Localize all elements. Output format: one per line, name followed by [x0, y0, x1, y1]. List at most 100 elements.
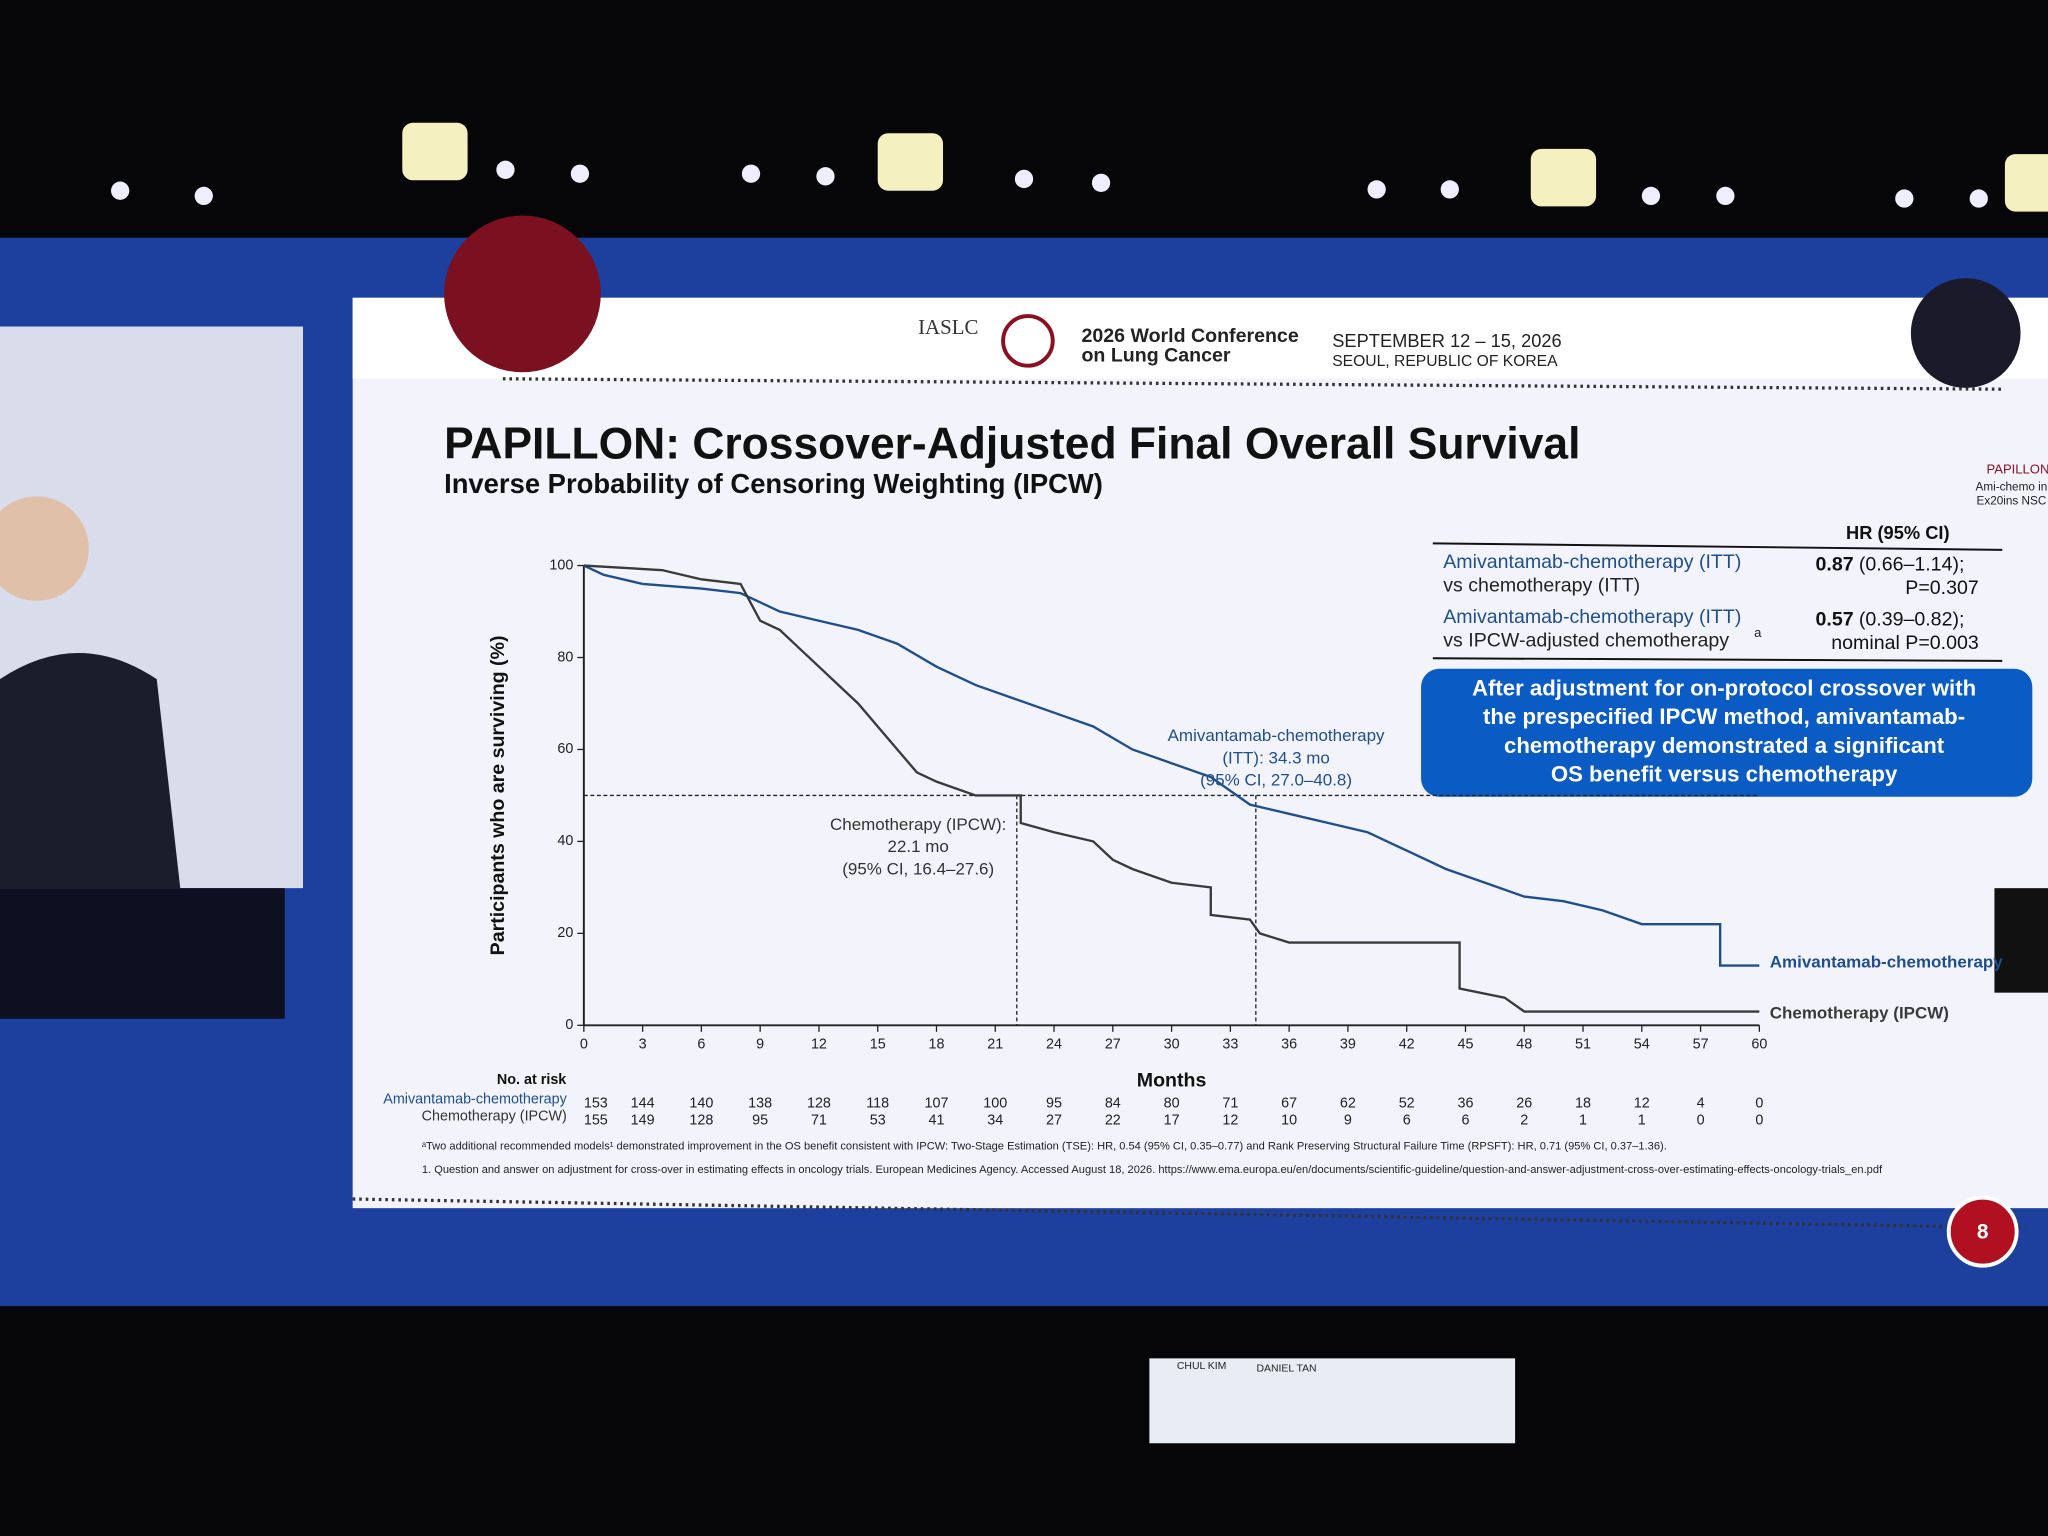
row-label: vs chemotherapy (ITT)	[1443, 575, 1640, 597]
name-card: DANIEL TAN	[1256, 1364, 1316, 1375]
risk-count: 6	[1403, 1112, 1411, 1128]
table-rule	[1432, 657, 2003, 662]
y-tick-label: 20	[557, 925, 573, 941]
x-tick-label: 45	[1457, 1037, 1473, 1053]
y-tick-label: 60	[557, 741, 573, 757]
x-tick-label: 39	[1340, 1037, 1356, 1053]
x-tick-label: 54	[1634, 1037, 1650, 1053]
stage-light	[1367, 180, 1386, 199]
risk-count: 26	[1516, 1095, 1532, 1111]
x-tick-label: 33	[1222, 1037, 1238, 1053]
x-tick-label: 36	[1281, 1037, 1297, 1053]
stage-light	[1969, 189, 1988, 208]
podium	[0, 888, 285, 1019]
risk-count: 107	[925, 1095, 949, 1111]
risk-count: 12	[1222, 1112, 1238, 1128]
conference-dates: SEPTEMBER 12 – 15, 2026	[1332, 330, 1561, 351]
annotation: (95% CI, 16.4–27.6)	[842, 859, 994, 878]
y-tick-label: 80	[557, 649, 573, 665]
hr-value: 0.57 (0.39–0.82);	[1816, 609, 1965, 631]
x-tick-label: 21	[987, 1037, 1003, 1053]
risk-count: 36	[1457, 1095, 1473, 1111]
risk-count: 18	[1575, 1095, 1591, 1111]
y-tick-label: 100	[549, 557, 573, 573]
x-tick-label: 3	[639, 1037, 647, 1053]
hr-ci: (0.66–1.14);	[1859, 554, 1965, 576]
footer-divider	[352, 1197, 2025, 1230]
stage-light	[816, 167, 835, 186]
risk-count: 17	[1164, 1112, 1180, 1128]
x-tick-label: 60	[1751, 1037, 1767, 1053]
risk-count: 41	[928, 1112, 944, 1128]
row-label-sup: a	[1754, 625, 1762, 640]
page-badge	[1946, 1195, 2019, 1268]
risk-count: 1	[1579, 1112, 1587, 1128]
p-value: nominal P=0.003	[1831, 632, 1979, 654]
stage-light	[111, 181, 130, 200]
slide-header	[352, 297, 2048, 379]
risk-count: 27	[1046, 1112, 1062, 1128]
risk-count: 22	[1105, 1112, 1121, 1128]
risk-count: 2	[1520, 1112, 1528, 1128]
survival-curve	[583, 564, 1760, 967]
risk-count: 12	[1634, 1095, 1650, 1111]
callout-text: the prespecified IPCW method, amivantama…	[1483, 704, 1965, 729]
risk-count: 149	[631, 1112, 655, 1128]
stage-light	[194, 186, 213, 206]
risk-count: 95	[1046, 1095, 1062, 1111]
hr-ci: (0.39–0.82);	[1859, 609, 1965, 631]
risk-count: 138	[748, 1095, 772, 1111]
callout-text: After adjustment for on-protocol crossov…	[1472, 675, 1976, 700]
conference-place: SEOUL, REPUBLIC OF KOREA	[1332, 353, 1558, 370]
risk-count: 71	[1222, 1095, 1238, 1111]
name-card: CHUL KIM	[1177, 1361, 1227, 1372]
x-tick-label: 18	[928, 1037, 944, 1053]
legend-label: Chemotherapy (IPCW)	[1770, 1004, 1949, 1023]
stage-light	[741, 164, 761, 183]
y-tick-label: 0	[565, 1017, 573, 1033]
camera	[1994, 888, 2048, 993]
risk-count: 4	[1697, 1095, 1705, 1111]
page-number: 8	[1977, 1220, 1989, 1243]
hr-estimate: 0.87	[1816, 554, 1854, 576]
x-tick-label: 57	[1693, 1037, 1709, 1053]
org-logo: IASLC	[918, 315, 978, 339]
stage-lights	[111, 122, 2048, 212]
flood-light	[1530, 148, 1597, 207]
p-value: P=0.307	[1905, 577, 1979, 599]
risk-count: 84	[1105, 1095, 1121, 1111]
risk-count: 71	[811, 1112, 827, 1128]
stage-light	[496, 160, 515, 179]
stage-light	[1440, 180, 1459, 199]
risk-count: 118	[866, 1095, 889, 1111]
callout-box	[1421, 668, 2033, 797]
risk-count: 80	[1164, 1095, 1180, 1111]
hr-estimate: 0.57	[1816, 609, 1854, 631]
x-tick-label: 6	[697, 1037, 705, 1053]
survival-curve	[583, 564, 1760, 1013]
risk-table-title: No. at risk	[497, 1072, 566, 1088]
annotation: (95% CI, 27.0–40.8)	[1200, 771, 1352, 790]
slide-subtitle: Inverse Probability of Censoring Weighti…	[444, 468, 1103, 499]
stage-light	[1091, 173, 1111, 192]
conference-name: on Lung Cancer	[1081, 345, 1230, 367]
risk-count: 62	[1340, 1095, 1356, 1111]
header-decoration	[1910, 278, 2021, 388]
x-tick-label: 24	[1046, 1037, 1062, 1053]
flood-light	[402, 122, 468, 181]
risk-count: 9	[1344, 1112, 1352, 1128]
annotation: Chemotherapy (IPCW):	[830, 815, 1006, 834]
flood-light	[877, 133, 944, 191]
x-tick-label: 0	[580, 1037, 588, 1053]
stage-light	[1716, 186, 1735, 206]
risk-count: 1	[1638, 1112, 1646, 1128]
callout-text: OS benefit versus chemotherapy	[1551, 762, 1898, 787]
risk-count: 34	[987, 1112, 1003, 1128]
table-header: HR (95% CI)	[1846, 522, 1950, 543]
x-tick-label: 15	[870, 1037, 886, 1053]
risk-row-name: Chemotherapy (IPCW)	[422, 1109, 567, 1125]
risk-count: 6	[1461, 1112, 1469, 1128]
x-tick-label: 30	[1164, 1037, 1180, 1053]
